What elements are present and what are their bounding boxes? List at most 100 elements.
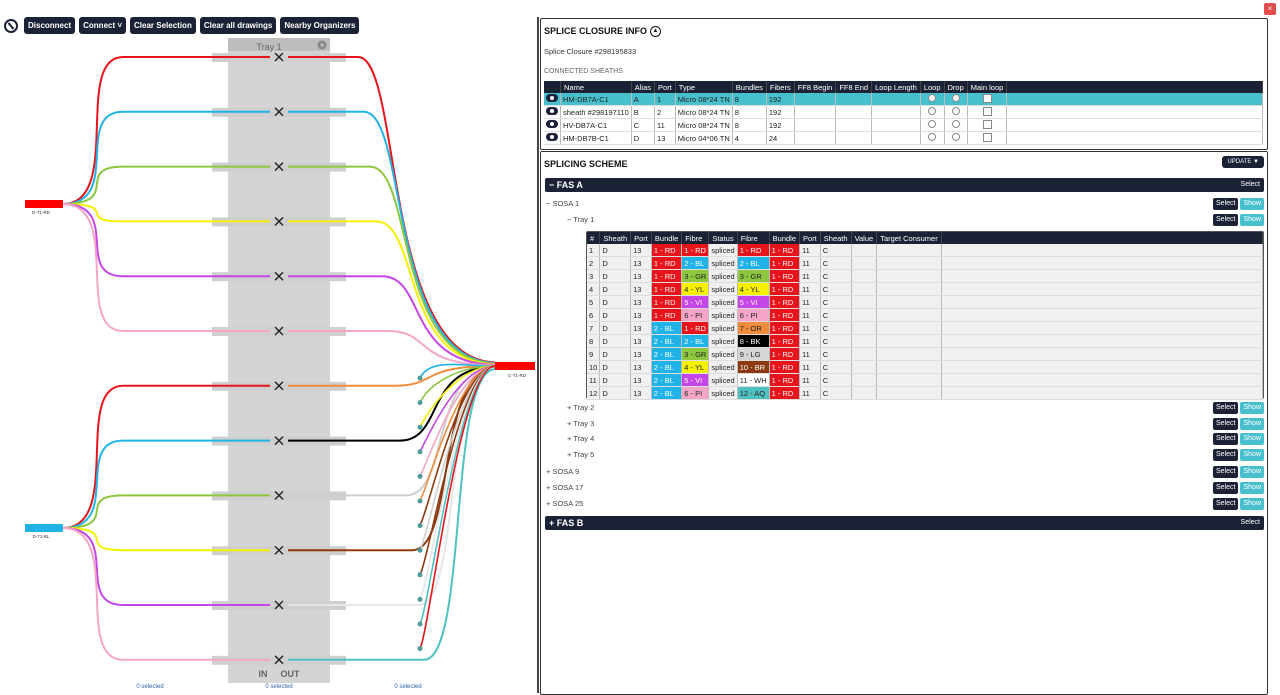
sosa-show-button[interactable]: Show — [1240, 466, 1264, 478]
loop-radio[interactable] — [928, 120, 937, 128]
tray1-show-button[interactable]: Show — [1240, 214, 1264, 226]
sheath-col-7[interactable]: FF8 Begin — [794, 81, 837, 93]
tray-row[interactable]: + Tray 5 — [567, 449, 595, 459]
splice-mark-11[interactable] — [274, 600, 284, 610]
sosa1-row[interactable]: − SOSA 1 — [546, 199, 580, 208]
splice-row[interactable]: 2 D 13 1 - RD 2 - BL spliced 2 - BL 1 - RD 11 C — [587, 256, 1264, 270]
splice-row[interactable]: 8 D 13 2 - BL 2 - BL spliced 8 - BK 1 - RD 11 C — [587, 334, 1264, 348]
fibre-out-5[interactable] — [288, 275, 496, 366]
sheath-row[interactable]: sheath #298197110 B 2 Micro 08*24 TN 8 192 — [544, 105, 1263, 119]
tray1-row[interactable]: − Tray 1 — [567, 215, 595, 224]
fibre-in-7[interactable] — [62, 384, 270, 529]
splice-col-7[interactable]: Bundle — [769, 232, 801, 244]
splice-mark-8[interactable] — [274, 436, 284, 446]
tools-icon[interactable] — [4, 18, 18, 33]
splice-col-4[interactable]: Fibre — [681, 232, 710, 244]
splice-row[interactable]: 10 D 13 2 - BL 4 - YL spliced 10 - BR 1 - RD 11 C — [587, 360, 1264, 374]
tray-select-button[interactable]: Select — [1213, 417, 1239, 430]
eye-icon[interactable] — [546, 133, 558, 141]
splice-mark-6[interactable] — [274, 326, 284, 336]
tray-row[interactable]: + Tray 2 — [567, 403, 595, 412]
splice-mark-9[interactable] — [274, 490, 284, 500]
eye-icon[interactable] — [546, 107, 558, 115]
sheath-col-6[interactable]: Fibers — [766, 81, 795, 93]
clear-selection-button[interactable]: Clear Selection — [130, 17, 196, 34]
splice-mark-7[interactable] — [274, 381, 284, 391]
splice-mark-5[interactable] — [274, 271, 284, 281]
sosa-select-button[interactable]: Select — [1213, 482, 1239, 494]
fibre-in-11[interactable] — [62, 527, 270, 606]
sheath-col-9[interactable]: Loop Length — [871, 81, 921, 93]
splice-col-1[interactable]: Sheath — [599, 232, 632, 244]
tray-row[interactable]: + Tray 4 — [567, 434, 595, 443]
sheath-col-3[interactable]: Port — [654, 81, 676, 93]
tray-close-icon[interactable] — [317, 40, 327, 50]
tray-show-button[interactable]: Show — [1240, 402, 1264, 414]
sheath-col-2[interactable]: Alias — [631, 81, 656, 93]
drop-radio[interactable] — [951, 120, 960, 128]
splice-row[interactable]: 6 D 13 1 - RD 6 - PI spliced 6 - PI 1 - RD 11 C — [587, 308, 1264, 322]
tray-show-button[interactable]: Show — [1240, 448, 1264, 461]
tray-show-button[interactable]: Show — [1240, 417, 1264, 430]
loose-fibre-6[interactable] — [419, 365, 496, 502]
splice-mark-4[interactable] — [274, 216, 284, 226]
sheath-row[interactable]: HM-DB7A-C1 A 1 Micro 08*24 TN 8 192 — [544, 93, 1263, 106]
splice-row[interactable]: 7 D 13 2 - BL 1 - RD spliced 7 - OR 1 - RD 11 C — [587, 321, 1264, 335]
fibre-end-dot-1[interactable] — [417, 375, 423, 381]
fibre-in-10[interactable] — [62, 527, 270, 552]
splice-row[interactable]: 4 D 13 1 - RD 4 - YL spliced 4 - YL 1 - RD 11 C — [587, 282, 1264, 296]
splice-row[interactable]: 3 D 13 1 - RD 3 - GR spliced 3 - GR 1 - RD 11 C — [587, 269, 1264, 283]
fibre-out-2[interactable] — [288, 110, 496, 364]
tray-select-button[interactable]: Select — [1213, 433, 1239, 445]
fibre-in-12[interactable] — [62, 527, 270, 661]
sosa-show-button[interactable]: Show — [1240, 498, 1264, 510]
splice-row[interactable]: 12 D 13 2 - BL 6 - PI spliced 12 - AQ 1 - RD 11 C — [587, 386, 1264, 400]
fibre-in-6[interactable] — [62, 203, 270, 332]
sheath-col-0[interactable] — [544, 81, 561, 93]
splice-row[interactable]: 5 D 13 1 - RD 5 - VI spliced 5 - VI 1 - RD 11 C — [587, 295, 1264, 309]
splice-col-5[interactable]: Status — [708, 232, 738, 244]
splice-row[interactable]: 11 D 13 2 - BL 5 - VI spliced 11 - WH 1 - RD 11 C — [587, 373, 1264, 387]
sosa1-select-button[interactable]: Select — [1213, 198, 1239, 210]
splice-mark-10[interactable] — [274, 545, 284, 555]
fibre-end-dot-4[interactable] — [417, 449, 423, 455]
left-top-cable[interactable] — [25, 200, 63, 208]
splice-col-3[interactable]: Bundle — [651, 232, 683, 244]
fibre-end-dot-7[interactable] — [417, 523, 423, 529]
sheath-row[interactable]: HV-DB7A-C1 C 11 Micro 08*24 TN 8 192 — [544, 118, 1263, 132]
loose-fibre-12[interactable] — [419, 365, 496, 649]
splice-mark-2[interactable] — [274, 107, 284, 117]
nearby-organizers-button[interactable]: Nearby Organizers — [280, 17, 360, 34]
main-loop-checkbox[interactable] — [982, 119, 992, 129]
eye-icon[interactable] — [546, 94, 558, 102]
splice-mark-3[interactable] — [274, 162, 284, 172]
sosa-show-button[interactable]: Show — [1240, 482, 1264, 494]
fas-a-header[interactable]: − FAS A Select — [545, 178, 1264, 192]
panel-divider[interactable] — [537, 17, 539, 693]
sheath-col-5[interactable]: Bundles — [732, 81, 767, 93]
sheath-col-10[interactable]: Loop — [920, 81, 945, 93]
fibre-end-dot-6[interactable] — [417, 498, 423, 504]
fibre-out-6[interactable] — [288, 330, 496, 367]
main-loop-checkbox[interactable] — [982, 132, 992, 142]
tray1-select-button[interactable]: Select — [1213, 214, 1239, 226]
fibre-out-3[interactable] — [288, 165, 496, 365]
fibre-end-dot-5[interactable] — [417, 473, 423, 479]
sheath-row[interactable]: HM-DB7B-C1 D 13 Micro 04*06 TN 4 24 — [544, 131, 1263, 145]
splice-col-9[interactable]: Sheath — [820, 232, 852, 244]
update-button[interactable]: UPDATE ▼ — [1222, 156, 1264, 168]
loop-radio[interactable] — [928, 94, 937, 102]
loose-fibre-10[interactable] — [419, 365, 496, 600]
fibre-end-dot-8[interactable] — [417, 547, 423, 553]
sosa-row[interactable]: + SOSA 25 — [546, 499, 584, 508]
splice-col-6[interactable]: Fibre — [737, 232, 770, 244]
sheath-col-11[interactable]: Drop — [944, 81, 968, 93]
fibre-in-4[interactable] — [62, 203, 270, 223]
fas-a-select[interactable]: Select — [1240, 181, 1260, 188]
tray-select-button[interactable]: Select — [1213, 402, 1239, 414]
fibre-in-1[interactable] — [62, 56, 270, 205]
eye-icon[interactable] — [546, 120, 558, 128]
sheath-col-4[interactable]: Type — [675, 81, 733, 93]
sosa1-show-button[interactable]: Show — [1240, 198, 1264, 210]
splice-row[interactable]: 9 D 13 2 - BL 3 - GR spliced 9 - LG 1 - RD 11 C — [587, 347, 1264, 361]
